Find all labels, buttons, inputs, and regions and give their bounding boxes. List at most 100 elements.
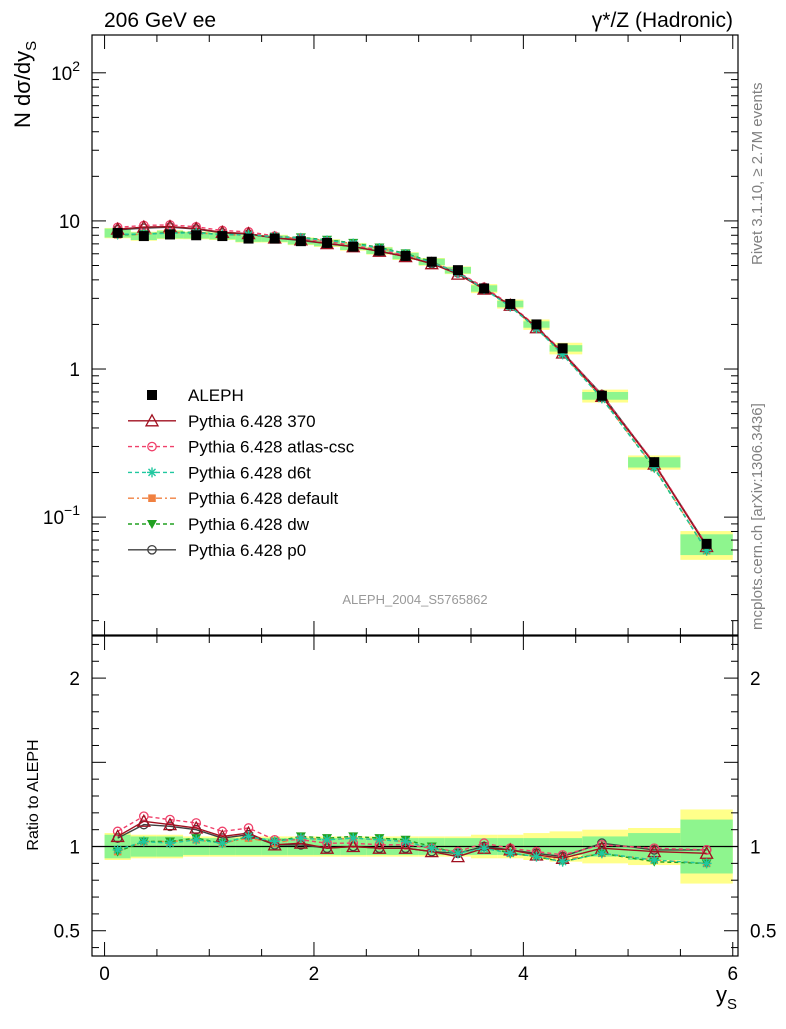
- ratio-point-d6t-stroke: [558, 857, 567, 866]
- main-frame: [91, 34, 739, 636]
- ratio-point-d6t-stroke: [349, 834, 358, 843]
- main-point-aleph: [243, 233, 254, 244]
- ratio-point-p370: [319, 840, 335, 854]
- ratio-point-d6t: [596, 848, 607, 859]
- y-tick-label: 10: [59, 212, 80, 233]
- ratio-point-d6t-stroke: [427, 844, 436, 853]
- ratio-point-p370: [136, 813, 151, 827]
- legend-label: Pythia 6.428 default: [188, 489, 339, 508]
- ratio-point-d6t: [138, 836, 149, 847]
- analysis-label: ALEPH_2004_S5765862: [342, 592, 487, 607]
- ratio-point-atlas-csc: [217, 826, 228, 837]
- ratio-point-d6t: [269, 836, 280, 847]
- ratio-point-d6t-stroke: [218, 839, 227, 848]
- legend-marker-atlas-csc: [147, 441, 157, 452]
- ratio-point-p370: [372, 840, 387, 854]
- ratio-point-d6t-stroke: [480, 844, 489, 853]
- x-tick-label: 4: [518, 964, 529, 985]
- ratio-series-layer: [110, 811, 714, 869]
- main-point-aleph: [191, 230, 202, 241]
- ratio-point-d6t: [426, 843, 437, 854]
- legend-label: ALEPH: [188, 386, 244, 405]
- main-point-aleph: [138, 231, 149, 242]
- ratio-point-d6t-stroke: [323, 835, 332, 844]
- ratio-point-atlas-csc: [649, 843, 660, 854]
- x-axis-label-text: y: [716, 982, 727, 1007]
- ratio-point-d6t: [649, 855, 660, 865]
- y-tick-label: 1: [69, 360, 80, 381]
- ratio-point-d6t-stroke: [453, 849, 462, 858]
- ratio-line-default: [117, 837, 707, 865]
- ratio-point-d6t-stroke: [192, 835, 201, 844]
- main-point-aleph: [374, 245, 385, 256]
- y-tick-label-base: 10: [43, 508, 64, 529]
- ratio-line-p370: [117, 820, 707, 860]
- x-tick-label: 0: [99, 964, 110, 985]
- ratio-point-d6t: [374, 834, 385, 845]
- mcplots-label: mcplots.cern.ch [arXiv:1306.3436]: [749, 403, 766, 630]
- ratio-ylabel: Ratio to ALEPH: [25, 739, 42, 850]
- main-point-aleph: [295, 236, 306, 247]
- ratio-point-d6t-stroke: [270, 837, 279, 846]
- ratio-y-tick-label: 0.5: [54, 922, 80, 943]
- main-point-aleph: [505, 298, 516, 309]
- ratio-point-p370: [189, 820, 204, 834]
- ratio-point-p370: [699, 845, 714, 859]
- ratio-point-atlas-csc: [191, 818, 202, 828]
- ratio-point-d6t-stroke: [532, 852, 541, 861]
- legend-label: Pythia 6.428 p0: [188, 541, 306, 560]
- ratio-y-tick-label-right: 0.5: [750, 922, 776, 943]
- ratio-point-d6t-stroke: [244, 832, 253, 841]
- legend-marker-d6t: [147, 467, 157, 478]
- y-tick-label-base: 10: [51, 64, 72, 85]
- main-series-layer: [110, 219, 714, 556]
- main-point-aleph: [322, 237, 333, 248]
- y-tick-label-exponent: 2: [72, 58, 80, 74]
- legend-label: Pythia 6.428 atlas-csc: [188, 438, 355, 457]
- ratio-point-p370: [346, 839, 361, 853]
- ratio-point-p370: [398, 840, 413, 854]
- ratio-point-d6t-stroke: [139, 837, 148, 846]
- y-tick-label: 102: [51, 58, 80, 85]
- ratio-point-d6t-stroke: [650, 856, 659, 864]
- main-point-aleph: [701, 538, 712, 549]
- y-tick-label-base: 1: [69, 360, 80, 381]
- x-tick-label: 2: [309, 964, 320, 985]
- main-ylabel-sub: S: [23, 41, 40, 51]
- legend-marker-p0: [147, 544, 157, 555]
- ratio-point-d6t: [348, 833, 359, 844]
- ratio-point-d6t: [243, 831, 254, 842]
- ratio-point-atlas-csc: [112, 826, 123, 837]
- main-point-aleph: [452, 265, 463, 276]
- legend: ALEPH Pythia 6.428 370 Pythia 6.428 atlas-…: [128, 386, 355, 560]
- ratio-point-atlas-csc: [165, 814, 175, 825]
- rivet-label: Rivet 3.1.10, ≥ 2.7M events: [749, 83, 766, 266]
- ratio-point-d6t: [479, 843, 490, 854]
- legend-marker-dw: [147, 520, 157, 529]
- legend-marker-aleph: [147, 390, 157, 400]
- ratio-point-d6t-stroke: [113, 845, 122, 854]
- ratio-point-d6t: [165, 838, 176, 849]
- ratio-point-d6t-stroke: [597, 849, 606, 858]
- main-line-atlas-csc: [117, 224, 708, 546]
- main-point-aleph: [649, 457, 660, 468]
- header-left: 206 GeV ee: [104, 9, 216, 32]
- main-point-aleph: [269, 233, 280, 244]
- ratio-point-d6t-stroke: [401, 837, 410, 846]
- main-point-aleph: [112, 227, 123, 238]
- y-tick-label: 10−1: [43, 502, 80, 529]
- ratio-point-d6t-stroke: [166, 839, 174, 848]
- legend-label: Pythia 6.428 370: [188, 412, 316, 431]
- main-point-aleph: [165, 229, 176, 240]
- y-tick-label-exponent: −1: [64, 502, 80, 518]
- main-point-aleph: [596, 390, 607, 401]
- ratio-point-d6t-stroke: [702, 859, 711, 868]
- x-axis-label: yS: [716, 982, 737, 1013]
- ratio-point-d6t: [295, 833, 306, 844]
- ratio-line-atlas-csc: [117, 815, 707, 856]
- ratio-point-d6t: [505, 848, 516, 859]
- legend-label: Pythia 6.428 d6t: [188, 463, 311, 482]
